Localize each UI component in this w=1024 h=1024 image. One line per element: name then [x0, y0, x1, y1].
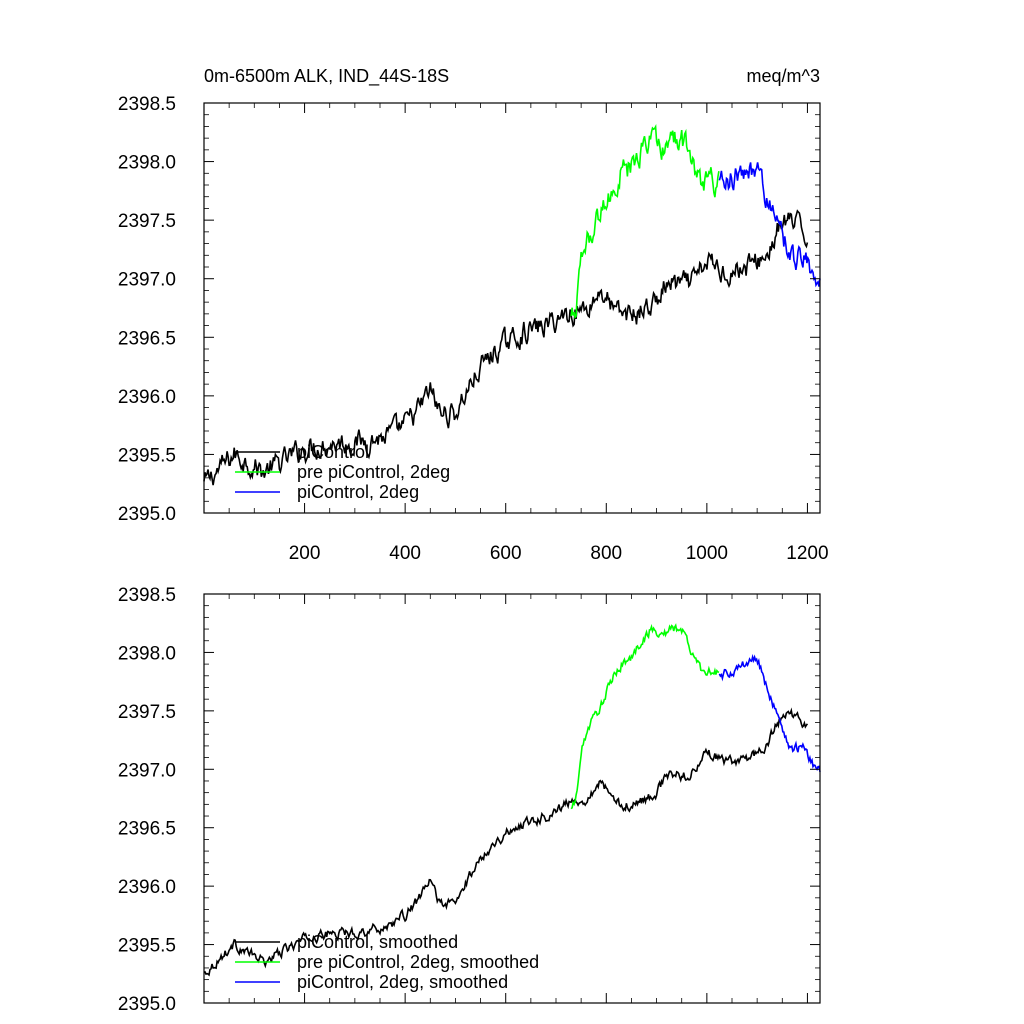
- y-tick-label: 2395.5: [118, 445, 176, 466]
- series-line-0: [203, 707, 809, 977]
- y-tick-label: 2395.5: [118, 936, 176, 957]
- tick-layer: 2398.5 2398.0 2397.5 2397.0 2396.5 2396.0 2395…: [118, 94, 829, 564]
- y-tick-label: 2397.5: [118, 211, 176, 232]
- y-tick-label: 2395.0: [118, 994, 176, 1015]
- series-layer: [203, 623, 821, 977]
- legend-label-2: piControl, 2deg, smoothed: [297, 972, 508, 992]
- series-line-0: [203, 209, 809, 486]
- x-tick-label: 400: [389, 543, 421, 564]
- x-tick-label: 200: [289, 543, 321, 564]
- y-tick-label: 2397.0: [118, 760, 176, 781]
- series-line-1: [570, 623, 720, 810]
- chart-title: 0m-6500m ALK, IND_44S-18S: [204, 66, 449, 87]
- panel-top: 0m-6500m ALK, IND_44S-18S meq/m^3 2398.5…: [118, 66, 829, 564]
- panel-bottom: 2398.5 2398.0 2397.5 2397.0 2396.5 2396.0 2395…: [118, 585, 821, 1015]
- legend-label-0: piControl: [297, 442, 369, 462]
- y-tick-label: 2397.5: [118, 702, 176, 723]
- chart-units: meq/m^3: [747, 66, 820, 86]
- x-tick-label: 1000: [686, 543, 728, 564]
- series-line-1: [570, 124, 720, 319]
- plot-frame: [203, 593, 821, 1004]
- plot-frame: [203, 102, 821, 514]
- series-line-2: [718, 162, 821, 288]
- legend-label-0: piControl, smoothed: [297, 932, 458, 952]
- x-tick-label: 800: [590, 543, 622, 564]
- series-layer: [203, 124, 821, 486]
- y-tick-label: 2398.0: [118, 643, 176, 664]
- y-tick-label: 2395.0: [118, 504, 176, 525]
- y-tick-label: 2396.5: [118, 328, 176, 349]
- y-tick-label: 2397.0: [118, 270, 176, 291]
- x-tick-label: 600: [490, 543, 522, 564]
- tick-layer: 2398.5 2398.0 2397.5 2397.0 2396.5 2396.0 2395…: [118, 585, 820, 1015]
- legend-label-2: piControl, 2deg: [297, 482, 419, 502]
- legend-label-1: pre piControl, 2deg, smoothed: [297, 952, 539, 972]
- y-tick-label: 2396.0: [118, 387, 176, 408]
- series-line-2: [718, 653, 821, 773]
- y-tick-label: 2398.0: [118, 153, 176, 174]
- y-tick-label: 2398.5: [118, 585, 176, 606]
- y-tick-label: 2398.5: [118, 94, 176, 115]
- x-tick-label: 1200: [786, 543, 828, 564]
- y-tick-label: 2396.5: [118, 819, 176, 840]
- y-tick-label: 2396.0: [118, 877, 176, 898]
- legend-label-1: pre piControl, 2deg: [297, 462, 450, 482]
